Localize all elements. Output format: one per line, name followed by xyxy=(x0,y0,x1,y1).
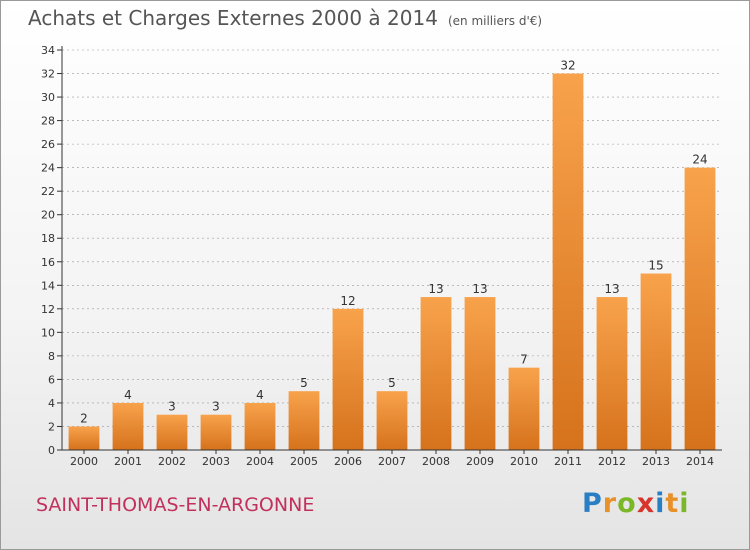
data-label: 3 xyxy=(168,400,176,414)
y-tick-label: 18 xyxy=(41,232,55,245)
x-tick-label: 2007 xyxy=(378,455,406,468)
logo-letter: o xyxy=(617,488,637,519)
y-tick-label: 4 xyxy=(48,397,55,410)
bar xyxy=(596,297,628,450)
y-tick-label: 30 xyxy=(41,91,55,104)
data-label: 15 xyxy=(648,259,663,273)
data-label: 7 xyxy=(520,353,528,367)
x-tick-label: 2014 xyxy=(686,455,714,468)
bar xyxy=(288,391,320,450)
logo-letter: t xyxy=(665,488,680,519)
bar xyxy=(244,402,276,450)
bar xyxy=(640,273,672,450)
bar xyxy=(332,308,364,450)
x-tick-label: 2008 xyxy=(422,455,450,468)
y-tick-label: 2 xyxy=(48,420,55,433)
bar xyxy=(552,73,584,450)
data-label: 5 xyxy=(300,376,308,390)
data-label: 2 xyxy=(80,411,88,425)
bar xyxy=(112,402,144,450)
bar xyxy=(200,414,232,450)
chart-title: Achats et Charges Externes 2000 à 2014 (e… xyxy=(28,6,542,30)
logo-letter: i xyxy=(679,488,690,519)
bar xyxy=(68,426,100,450)
y-tick-label: 24 xyxy=(41,162,55,175)
y-tick-label: 12 xyxy=(41,303,55,316)
x-tick-label: 2009 xyxy=(466,455,494,468)
data-label: 24 xyxy=(692,153,707,167)
chart-title-main: Achats et Charges Externes 2000 à 2014 xyxy=(28,6,438,30)
y-tick-label: 16 xyxy=(41,256,55,269)
logo-letter: i xyxy=(655,488,666,519)
data-label: 13 xyxy=(604,282,619,296)
bar xyxy=(508,367,540,450)
logo-letter: x xyxy=(636,488,656,519)
chart-title-unit: (en milliers d'€) xyxy=(447,14,543,28)
proxiti-logo[interactable]: Proxiti xyxy=(582,488,690,519)
x-tick-label: 2013 xyxy=(642,455,670,468)
bar xyxy=(684,167,716,450)
y-tick-label: 10 xyxy=(41,326,55,339)
x-tick-label: 2000 xyxy=(70,455,98,468)
y-tick-label: 20 xyxy=(41,209,55,222)
y-tick-label: 14 xyxy=(41,279,55,292)
y-tick-label: 8 xyxy=(48,350,55,363)
commune-name: SAINT-THOMAS-EN-ARGONNE xyxy=(36,494,315,516)
y-tick-label: 28 xyxy=(41,115,55,128)
x-tick-label: 2010 xyxy=(510,455,538,468)
bar xyxy=(156,414,188,450)
y-tick-label: 26 xyxy=(41,138,55,151)
data-label: 4 xyxy=(256,388,264,402)
bar xyxy=(464,297,496,450)
logo-letter: P xyxy=(582,488,603,519)
data-label: 4 xyxy=(124,388,132,402)
x-tick-label: 2006 xyxy=(334,455,362,468)
y-tick-label: 34 xyxy=(41,44,55,57)
data-label: 32 xyxy=(560,59,575,73)
x-tick-label: 2005 xyxy=(290,455,318,468)
x-tick-label: 2004 xyxy=(246,455,274,468)
x-tick-label: 2002 xyxy=(158,455,186,468)
data-label: 13 xyxy=(472,282,487,296)
data-label: 13 xyxy=(428,282,443,296)
x-tick-label: 2011 xyxy=(554,455,582,468)
x-tick-label: 2003 xyxy=(202,455,230,468)
data-label: 5 xyxy=(388,376,396,390)
y-tick-label: 6 xyxy=(48,373,55,386)
y-tick-label: 0 xyxy=(48,444,55,457)
y-tick-label: 32 xyxy=(41,68,55,81)
data-label: 3 xyxy=(212,400,220,414)
bar xyxy=(420,297,452,450)
logo-letter: r xyxy=(602,488,618,519)
x-tick-label: 2001 xyxy=(114,455,142,468)
y-tick-label: 22 xyxy=(41,185,55,198)
x-tick-label: 2012 xyxy=(598,455,626,468)
data-label: 12 xyxy=(340,294,355,308)
bar xyxy=(376,391,408,450)
